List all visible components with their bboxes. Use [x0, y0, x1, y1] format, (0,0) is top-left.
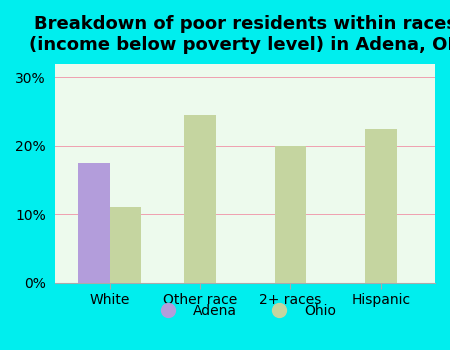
- Bar: [110, 208, 141, 283]
- Bar: [78, 163, 110, 283]
- Title: Breakdown of poor residents within races
(income below poverty level) in Adena, : Breakdown of poor residents within races…: [28, 15, 450, 54]
- Bar: [365, 129, 396, 283]
- Bar: [184, 115, 216, 283]
- Legend: Adena, Ohio: Adena, Ohio: [149, 299, 342, 324]
- Bar: [274, 146, 306, 283]
